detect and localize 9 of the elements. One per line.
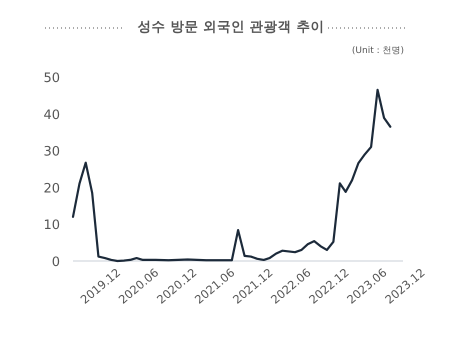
- chart-title: 성수 방문 외국인 관광객 추이: [138, 19, 324, 35]
- y-tick-label: 40: [43, 108, 60, 123]
- line-series: [72, 88, 392, 262]
- y-tick-label: 30: [43, 144, 60, 160]
- y-tick-label: 20: [43, 181, 60, 196]
- text: (Unit : 천명): [352, 46, 404, 56]
- y-tick-label: 0: [52, 255, 60, 270]
- y-tick-label: 50: [43, 71, 60, 86]
- y-tick-label: 10: [43, 218, 60, 234]
